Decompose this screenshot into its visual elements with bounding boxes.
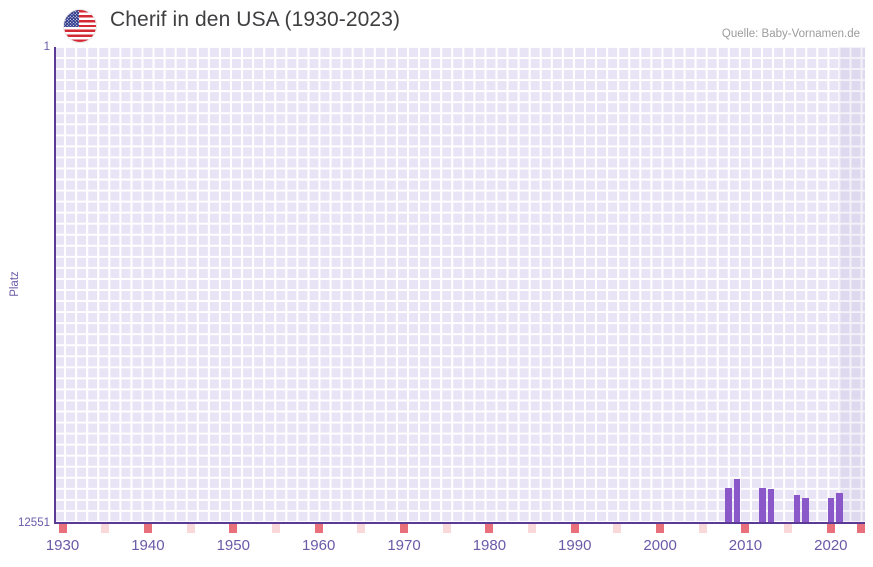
x-tick-1970 (400, 524, 408, 533)
bar-series (54, 47, 865, 523)
y-tick-label-max: 1 (43, 41, 50, 53)
flag-canton (64, 10, 79, 28)
y-axis-line (54, 47, 56, 524)
page-title: Cherif in den USA (1930-2023) (110, 8, 401, 31)
x-minor-tick-1995 (613, 524, 622, 533)
y-tick-label-min: 12551 (18, 517, 50, 529)
chart-plot-area (54, 47, 865, 523)
x-tick-1980 (485, 524, 494, 533)
x-tick-1950 (229, 524, 238, 533)
x-tick-label-1960: 1960 (301, 537, 336, 554)
x-minor-tick-1955 (271, 524, 280, 533)
x-minor-tick-2005 (698, 524, 707, 533)
y-axis-title: Platz (9, 271, 21, 297)
x-tick-label-1990: 1990 (558, 537, 592, 554)
source-label: Quelle: Baby-Vornamen.de (721, 28, 860, 40)
x-tick-label-1970: 1970 (387, 537, 421, 554)
x-tick-label-1940: 1940 (131, 537, 165, 554)
x-tick-1960 (314, 524, 323, 533)
bar-2013 (767, 489, 775, 523)
x-tick-1930 (58, 524, 67, 533)
x-tick-label-2020: 2020 (814, 537, 848, 554)
bar-2021 (836, 493, 843, 523)
bar-2016 (793, 495, 801, 523)
x-tick-label-1980: 1980 (472, 537, 507, 554)
x-tick-label-1930: 1930 (45, 537, 80, 554)
x-tick-2020 (826, 524, 835, 533)
x-tick-label-2010: 2010 (728, 537, 763, 554)
x-axis-line (54, 522, 865, 524)
x-minor-tick-1985 (528, 524, 537, 533)
x-tick-1990 (570, 524, 579, 533)
grid-lines (54, 47, 865, 523)
x-minor-tick-1935 (101, 524, 110, 533)
us-flag-icon (64, 10, 96, 42)
bar-2017 (802, 498, 809, 523)
chart-header: Cherif in den USA (1930-2023) Quelle: Ba… (0, 0, 873, 46)
x-tick-end (857, 524, 865, 533)
x-minor-tick-2015 (784, 524, 793, 533)
x-minor-tick-1965 (357, 524, 366, 533)
bar-2020 (827, 498, 835, 523)
shaded-projection-region (839, 47, 865, 523)
x-tick-label-2000: 2000 (643, 537, 677, 554)
x-tick-label-1950: 1950 (216, 537, 250, 554)
x-tick-2000 (656, 524, 665, 533)
x-minor-tick-1945 (186, 524, 195, 533)
x-tick-1940 (143, 524, 152, 533)
x-minor-tick-1975 (442, 524, 451, 533)
bar-2012 (759, 488, 766, 523)
bar-2009 (733, 479, 741, 523)
x-tick-2010 (741, 524, 750, 533)
bar-2008 (725, 488, 732, 523)
